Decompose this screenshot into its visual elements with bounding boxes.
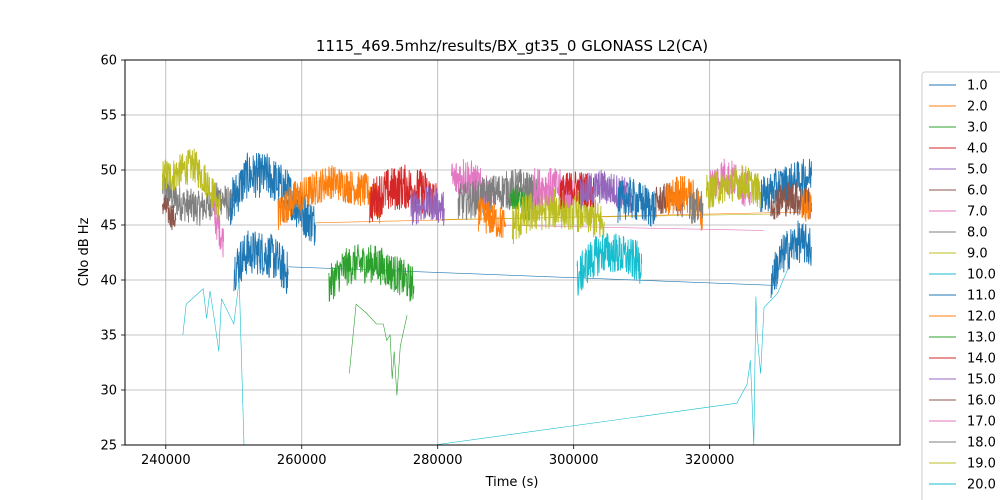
series-line-16.0 xyxy=(770,182,813,220)
legend-label: 17.0 xyxy=(967,415,996,430)
legend-label: 19.0 xyxy=(967,457,996,472)
x-axis-ticks: 240000 260000 280000 300000 320000 xyxy=(141,445,735,468)
series-line-7.0 xyxy=(212,201,225,258)
legend-entry: 9.0 xyxy=(929,247,988,262)
y-tick-label: 40 xyxy=(100,274,117,289)
legend-entry: 7.0 xyxy=(929,205,988,220)
legend-entry: 4.0 xyxy=(929,142,988,157)
legend-label: 6.0 xyxy=(967,184,988,199)
legend-box xyxy=(921,71,1000,500)
series-line-11.0 xyxy=(617,177,656,228)
legend-label: 2.0 xyxy=(967,100,988,115)
legend: 1.0 2.0 3.0 4.0 5.0 6.0 7.0 8.0 9.0 10.0 11.0 12.0 1… xyxy=(921,71,1000,500)
x-tick-label: 260000 xyxy=(277,453,327,468)
y-tick-label: 30 xyxy=(100,384,117,399)
legend-entry: 15.0 xyxy=(929,373,996,388)
series-line-17.0 xyxy=(492,224,765,231)
legend-entry: 10.0 xyxy=(929,268,996,283)
y-tick-label: 35 xyxy=(100,329,117,344)
series-line-13.0 xyxy=(328,244,415,302)
legend-entry: 16.0 xyxy=(929,394,996,409)
chart-title: 1115_469.5mhz/results/BX_gt35_0 GLONASS … xyxy=(316,37,708,56)
plot-frame xyxy=(124,59,901,446)
legend-label: 7.0 xyxy=(967,205,988,220)
legend-label: 15.0 xyxy=(967,373,996,388)
series-line-8.0 xyxy=(161,169,235,226)
legend-entry: 14.0 xyxy=(929,352,996,367)
legend-label: 16.0 xyxy=(967,394,996,409)
y-tick-label: 25 xyxy=(100,439,117,454)
series-line-11.0 xyxy=(770,220,813,299)
legend-label: 10.0 xyxy=(967,268,996,283)
legend-entry: 8.0 xyxy=(929,226,988,241)
y-tick-label: 45 xyxy=(100,219,117,234)
series-line-17.0 xyxy=(709,158,751,207)
legend-label: 11.0 xyxy=(967,289,996,304)
legend-entry: 2.0 xyxy=(929,100,988,115)
dense-series xyxy=(161,148,813,302)
series-line-19.0 xyxy=(705,164,762,210)
legend-label: 3.0 xyxy=(967,121,988,136)
x-tick-label: 300000 xyxy=(549,453,599,468)
x-axis-label: Time (s) xyxy=(485,475,539,490)
series-line-6.0 xyxy=(161,194,177,231)
y-tick-label: 55 xyxy=(100,109,117,124)
legend-entry: 18.0 xyxy=(929,436,996,451)
legend-label: 14.0 xyxy=(967,352,996,367)
legend-entry: 12.0 xyxy=(929,310,996,325)
legend-entry: 5.0 xyxy=(929,163,988,178)
legend-label: 18.0 xyxy=(967,436,996,451)
series-line-12.0 xyxy=(800,185,813,222)
legend-entry: 11.0 xyxy=(929,289,996,304)
x-tick-label: 320000 xyxy=(685,453,735,468)
legend-label: 13.0 xyxy=(967,331,996,346)
series-line-9.0 xyxy=(512,187,605,245)
x-tick-label: 240000 xyxy=(141,453,191,468)
y-axis-label: CNo dB Hz xyxy=(77,217,92,286)
legend-entry: 6.0 xyxy=(929,184,988,199)
legend-entry: 17.0 xyxy=(929,415,996,430)
legend-entry: 20.0 xyxy=(929,478,996,493)
legend-label: 20.0 xyxy=(967,478,996,493)
legend-label: 4.0 xyxy=(967,142,988,157)
series-line-3.0 xyxy=(349,303,408,396)
series-line-10.0 xyxy=(434,268,789,445)
legend-label: 9.0 xyxy=(967,247,988,262)
series-line-12.0 xyxy=(478,197,507,238)
legend-entry: 19.0 xyxy=(929,457,996,472)
x-tick-label: 280000 xyxy=(413,453,463,468)
series-line-11.0 xyxy=(233,230,289,294)
series-line-12.0 xyxy=(277,165,381,231)
legend-entry: 13.0 xyxy=(929,331,996,346)
series-line-10.0 xyxy=(182,279,245,445)
legend-label: 1.0 xyxy=(967,79,988,94)
series-line-17.0 xyxy=(532,167,575,208)
legend-entry: 1.0 xyxy=(929,79,988,94)
legend-label: 5.0 xyxy=(967,163,988,178)
y-tick-label: 60 xyxy=(100,54,117,69)
legend-label: 12.0 xyxy=(967,310,996,325)
series-line-4.0 xyxy=(369,164,439,224)
series-line-5.0 xyxy=(580,170,632,214)
y-axis-ticks: 25 30 35 40 45 50 55 60 xyxy=(100,54,125,454)
legend-items: 1.0 2.0 3.0 4.0 5.0 6.0 7.0 8.0 9.0 10.0 11.0 12.0 1… xyxy=(929,79,996,493)
y-tick-label: 50 xyxy=(100,164,117,179)
series-line-10.0 xyxy=(576,232,643,296)
legend-label: 8.0 xyxy=(967,226,988,241)
series-line-5.0 xyxy=(410,186,445,226)
series-line-8.0 xyxy=(688,187,704,224)
legend-entry: 3.0 xyxy=(929,121,988,136)
series-line-19.0 xyxy=(161,148,221,222)
